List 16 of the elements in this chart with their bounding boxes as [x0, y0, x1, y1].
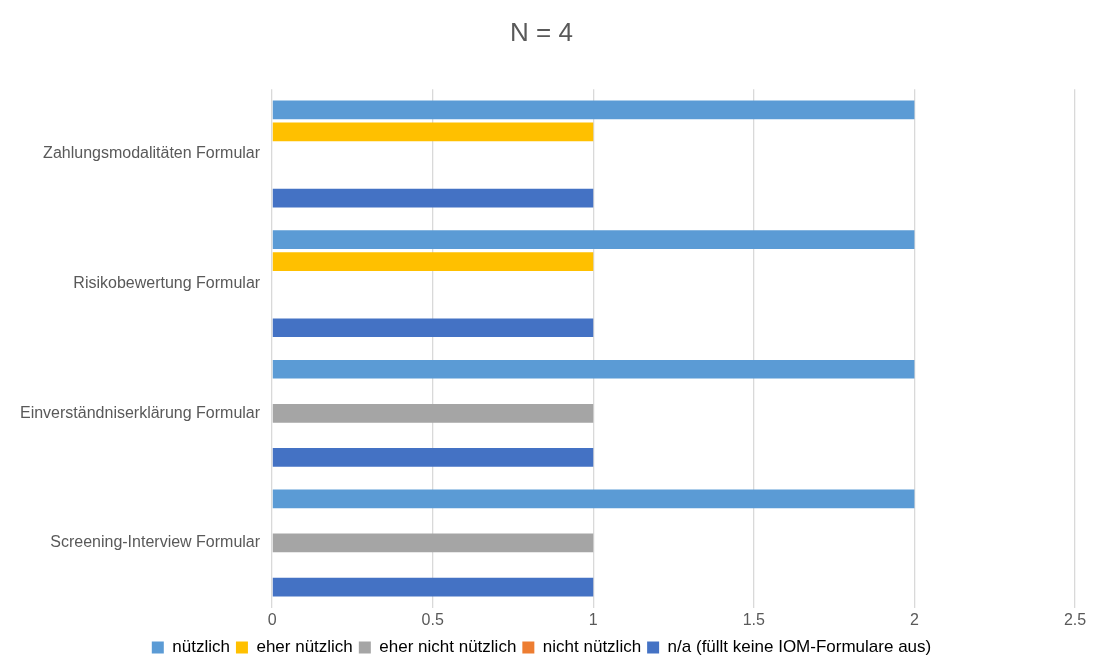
y-tick-label: Einverständniserklärung Formular — [19, 403, 261, 421]
y-tick-label: Screening-Interview Formular — [50, 533, 261, 551]
x-tick-label: 0.5 — [421, 610, 444, 628]
legend-label: eher nützlich — [256, 637, 353, 657]
chart-title: N = 4 — [510, 16, 573, 47]
y-tick-label: Zahlungsmodalitäten Formular — [43, 144, 261, 162]
x-tick-label: 1 — [588, 610, 598, 628]
legend-label: n/a (füllt keine IOM-Formulare aus) — [667, 637, 932, 657]
x-tick-label: 0 — [267, 610, 277, 628]
y-tick-label: Risikobewertung Formular — [73, 274, 261, 292]
x-tick-label: 2 — [909, 610, 919, 628]
x-tick-label: 1.5 — [742, 610, 766, 628]
x-tick-label: 2.5 — [1063, 610, 1087, 628]
legend-label: eher nicht nützlich — [379, 637, 517, 657]
legend-label: nützlich — [172, 637, 230, 657]
legend-label: nicht nützlich — [542, 637, 642, 657]
